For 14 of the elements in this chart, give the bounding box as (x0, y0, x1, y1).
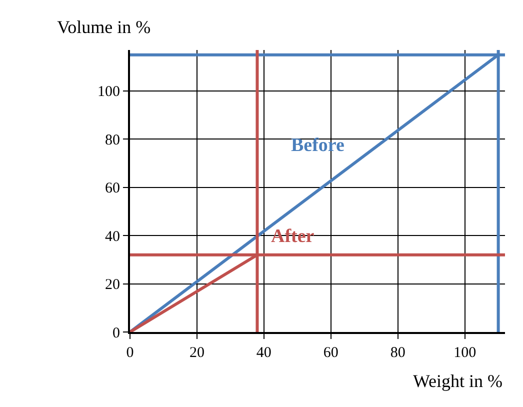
x-tick-label: 100 (454, 345, 476, 361)
x-tick-label: 20 (189, 345, 204, 361)
x-axis-title: Weight in % (413, 371, 503, 391)
y-tick-label: 20 (105, 277, 120, 294)
y-tick-label: 40 (105, 228, 120, 245)
y-tick-label: 100 (98, 84, 120, 100)
x-tick-label: 0 (126, 345, 134, 361)
y-tick-label: 60 (105, 180, 120, 197)
y-tick-label: 80 (105, 132, 120, 148)
x-tick-label: 40 (256, 345, 272, 361)
x-tick-label: 60 (323, 345, 338, 361)
y-tick-label: 0 (112, 325, 120, 342)
y-axis-title: Volume in % (57, 17, 151, 37)
x-tick-label: 80 (390, 345, 406, 361)
